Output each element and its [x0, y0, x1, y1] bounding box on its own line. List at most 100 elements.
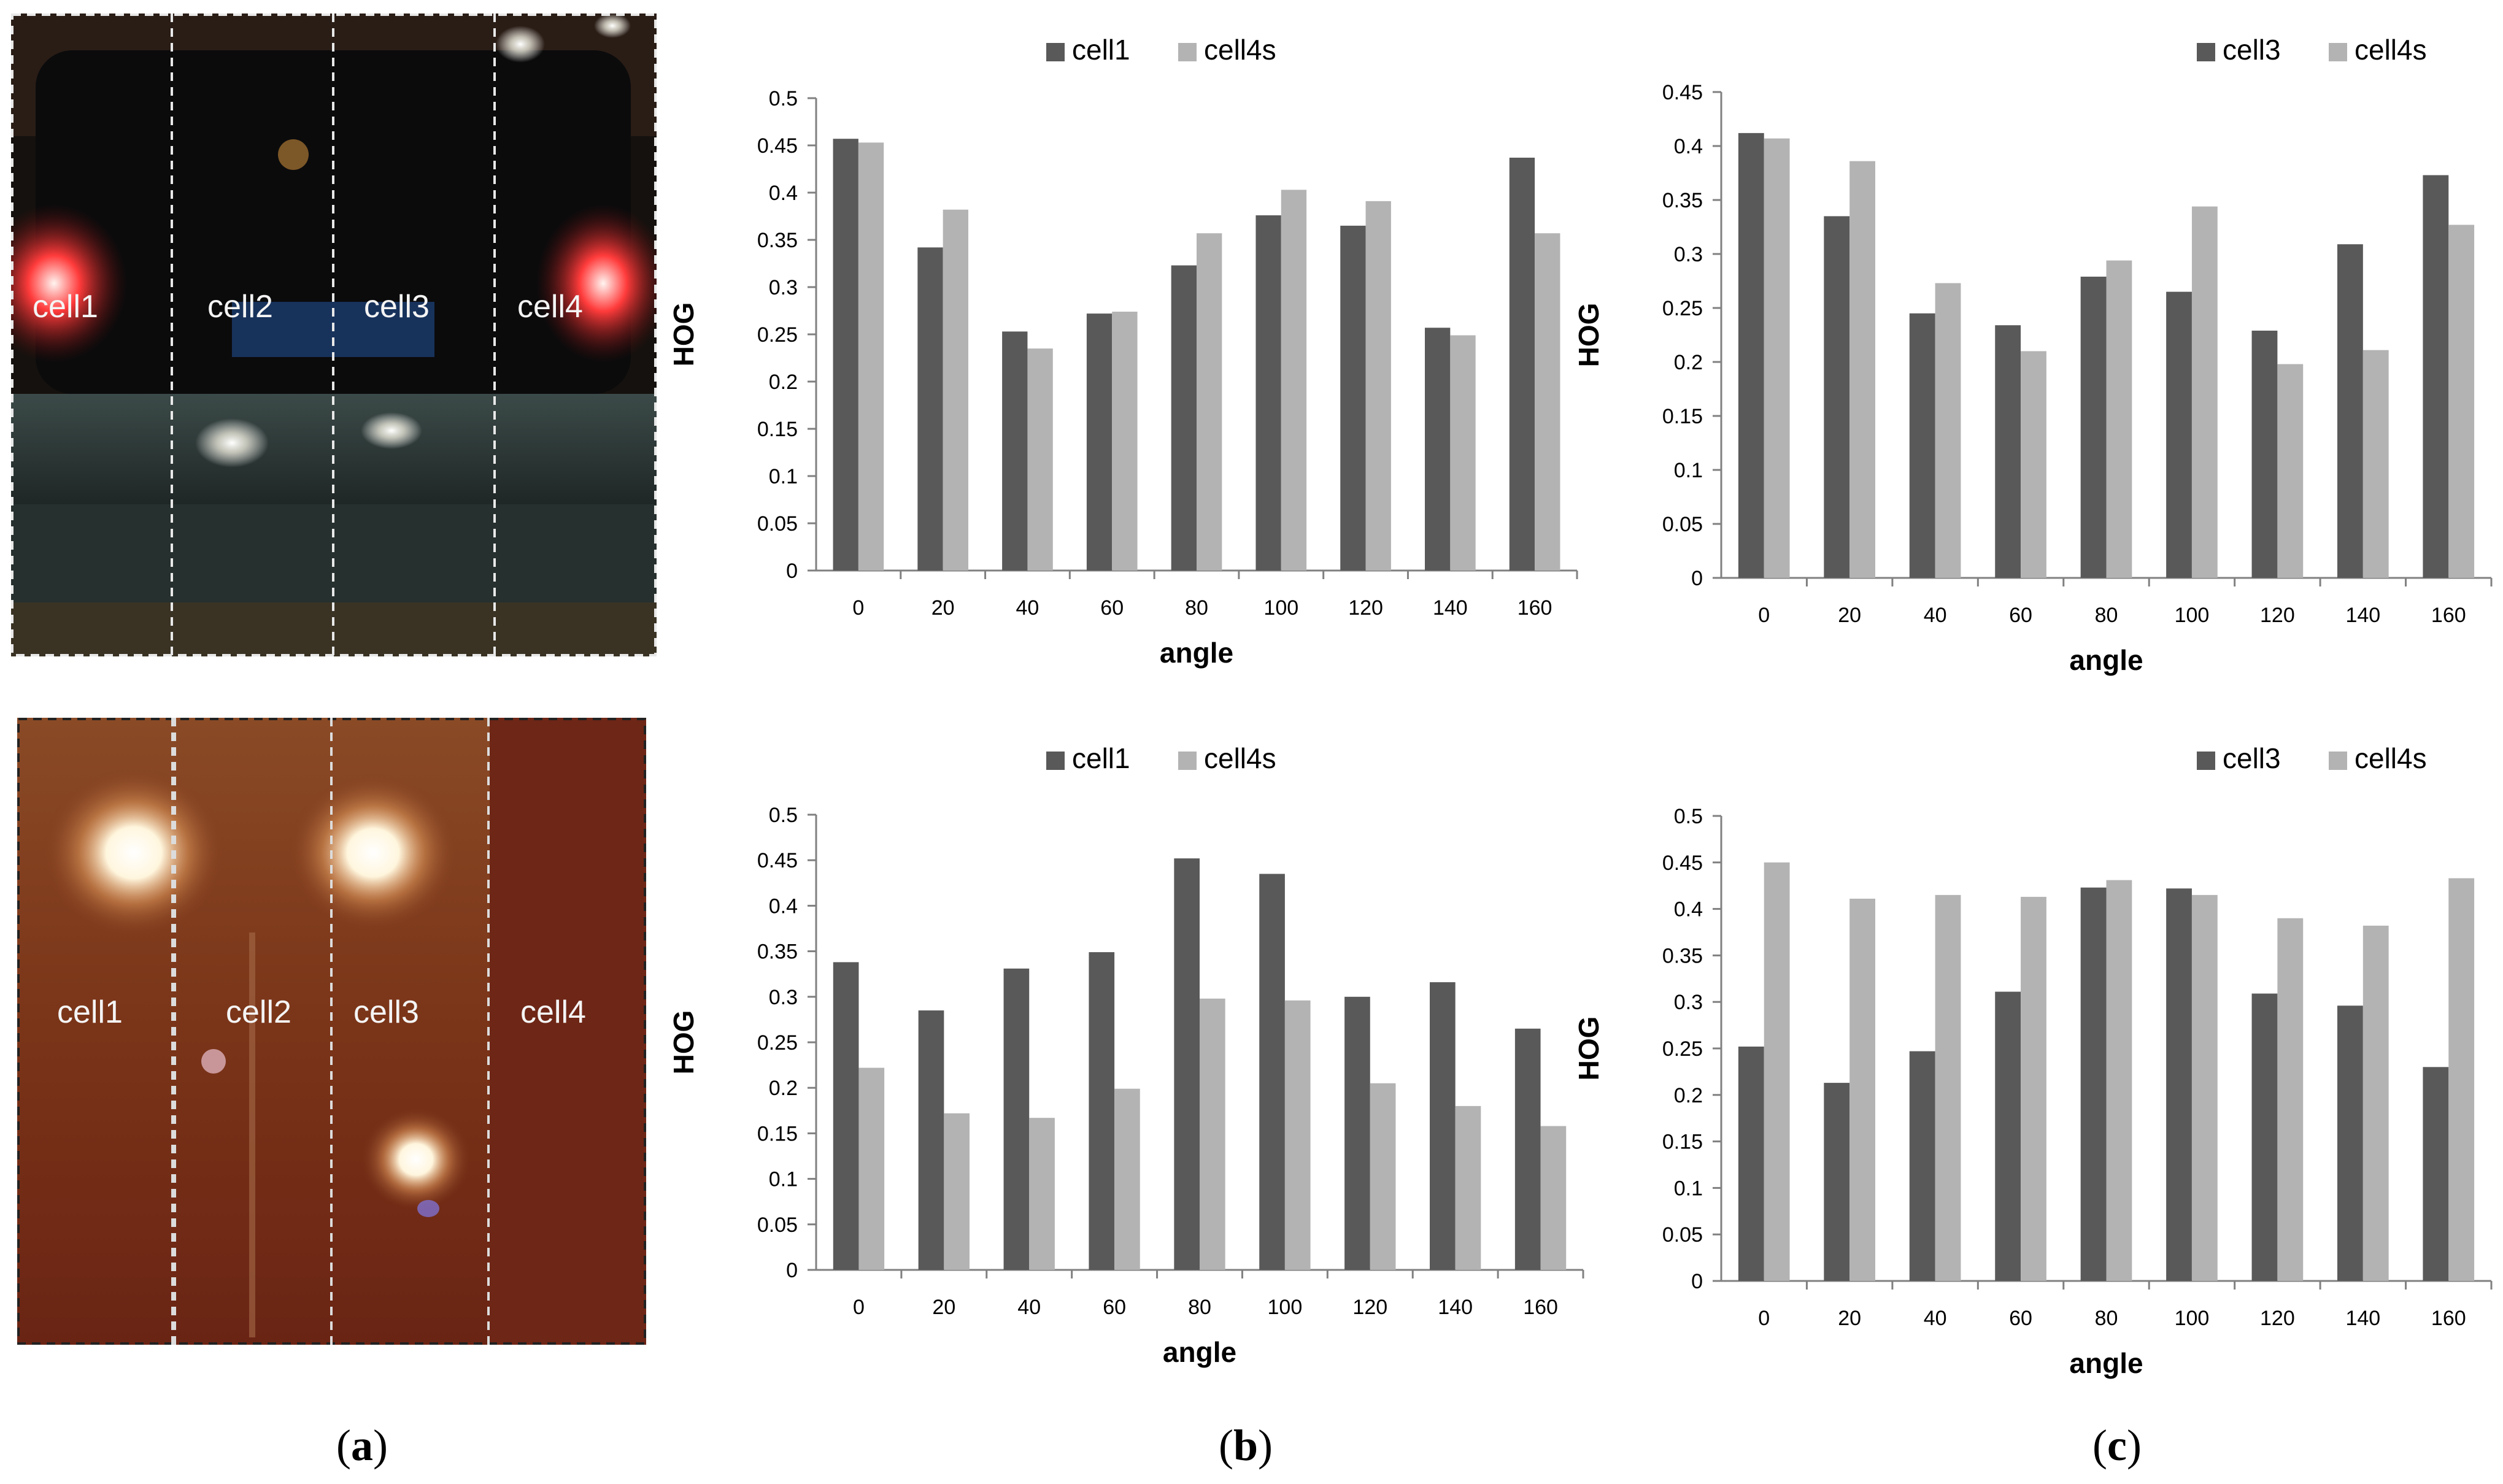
- y-tick-label: 0.3: [769, 986, 798, 1009]
- cell-label: cell2: [226, 994, 291, 1030]
- y-tick-label: 0.15: [757, 1122, 798, 1145]
- x-tick-label: 80: [2095, 1307, 2118, 1330]
- car-rear-photo: [11, 13, 657, 656]
- x-tick-label: 160: [2431, 604, 2466, 627]
- bar-cell4s-60: [2021, 896, 2046, 1281]
- legend-swatch-cell1: [1046, 43, 1065, 61]
- x-tick-label: 160: [1523, 1296, 1558, 1319]
- bar-cell4s-0: [858, 142, 884, 571]
- y-tick-label: 0.05: [757, 512, 798, 536]
- x-tick-label: 60: [2009, 604, 2032, 627]
- x-tick-label: 20: [931, 596, 955, 620]
- bar-cell3-120: [2251, 993, 2278, 1281]
- x-tick-label: 40: [1924, 604, 1947, 627]
- x-tick-label: 140: [2345, 1307, 2380, 1330]
- legend-label: cell4s: [1204, 742, 1276, 774]
- y-tick-label: 0.1: [1674, 459, 1703, 482]
- bar-cell3-100: [2166, 888, 2192, 1281]
- bar-cell4s-20: [1849, 898, 1875, 1281]
- bar-cell3-100: [2166, 291, 2192, 578]
- y-tick-label: 0.15: [1662, 1131, 1703, 1154]
- y-tick-label: 0.4: [769, 894, 798, 918]
- bar-cell3-40: [1909, 313, 1935, 578]
- legend-swatch-cell4s: [1178, 752, 1197, 770]
- bar-cell3-160: [2423, 175, 2449, 578]
- x-tick-label: 120: [1352, 1296, 1387, 1319]
- bar-cell4s-80: [2106, 880, 2132, 1281]
- bar-cell1-140: [1425, 328, 1451, 571]
- legend-label: cell4s: [2355, 742, 2427, 774]
- car-cell-labels: cell1 cell2 cell3 cell4: [11, 288, 657, 337]
- y-tick-label: 0.05: [757, 1213, 798, 1237]
- panel-label-c: (c): [2092, 1421, 2142, 1470]
- cell-label: cell4: [517, 289, 583, 325]
- bar-cell4s-160: [2448, 225, 2475, 579]
- y-tick-label: 0: [786, 1259, 798, 1282]
- y-axis-title: HOG: [1573, 1017, 1605, 1081]
- legend-label: cell3: [2223, 34, 2281, 66]
- y-tick-label: 0.25: [1662, 1037, 1703, 1061]
- y-tick-label: 0.4: [1674, 898, 1703, 921]
- legend-swatch-cell4s: [1178, 43, 1197, 61]
- y-tick-label: 0.05: [1662, 513, 1703, 536]
- bar-cell1-120: [1344, 996, 1370, 1270]
- cell-label: cell2: [207, 289, 273, 325]
- y-tick-label: 0.35: [1662, 189, 1703, 212]
- bar-cell1-0: [833, 139, 858, 571]
- chart-b-top: 0 0.05 0.1 0.15 0.2 0.25 0.3 0.35 0.4 0.45 0.5 0 20 4…: [668, 34, 1578, 669]
- bar-cell4s-140: [1455, 1105, 1481, 1270]
- bar-cell4s-140: [1450, 335, 1476, 571]
- legend-label: cell1: [1072, 34, 1130, 66]
- bar-cell4s-60: [1114, 1088, 1140, 1270]
- x-tick-label: 160: [2431, 1307, 2466, 1330]
- bar-cell3-40: [1909, 1051, 1935, 1281]
- bar-cell3-80: [2080, 276, 2107, 578]
- cell-label: cell3: [353, 994, 419, 1030]
- bar-cell3-0: [1738, 133, 1764, 578]
- bar-cell4s-160: [1540, 1126, 1567, 1270]
- x-tick-label: 20: [1838, 604, 1861, 627]
- bar-cell4s-160: [2448, 878, 2475, 1281]
- bar-cell4s-20: [1849, 161, 1875, 578]
- x-tick-label: 0: [1758, 1307, 1770, 1330]
- y-tick-label: 0.2: [769, 371, 798, 394]
- x-tick-label: 0: [853, 1296, 865, 1319]
- bar-cell4s-140: [2362, 925, 2389, 1281]
- bar-cell3-20: [1824, 1083, 1850, 1281]
- y-tick-label: 0: [786, 559, 798, 583]
- x-tick-label: 120: [1348, 596, 1383, 620]
- bar-cell1-0: [833, 962, 859, 1270]
- legend-swatch-cell3: [2197, 43, 2215, 61]
- cell-label: cell1: [57, 994, 123, 1030]
- y-axis-title: HOG: [668, 302, 700, 367]
- y-tick-label: 0.5: [769, 804, 798, 827]
- legend-label: cell4s: [1204, 34, 1276, 66]
- y-tick-label: 0.25: [757, 1031, 798, 1055]
- x-tick-label: 80: [2095, 604, 2118, 627]
- y-tick-label: 0.2: [1674, 351, 1703, 374]
- x-axis-title: angle: [1160, 637, 1233, 669]
- bar-cell3-60: [1995, 325, 2021, 578]
- legend-label: cell4s: [2355, 34, 2427, 66]
- bar-cell1-100: [1255, 215, 1281, 571]
- bar-cell1-160: [1514, 1028, 1541, 1270]
- bar-cell1-20: [917, 247, 943, 571]
- y-axis-title: HOG: [668, 1010, 700, 1075]
- y-tick-label: 0.35: [1662, 944, 1703, 967]
- cell-label: cell3: [364, 289, 430, 325]
- bar-cell1-80: [1174, 858, 1200, 1270]
- bar-cell1-100: [1259, 874, 1285, 1270]
- y-tick-label: 0.2: [769, 1077, 798, 1100]
- bar-cell4s-120: [2277, 918, 2304, 1281]
- x-tick-label: 140: [1438, 1296, 1473, 1319]
- y-tick-label: 0.45: [1662, 81, 1703, 104]
- x-tick-label: 40: [1924, 1307, 1947, 1330]
- bar-cell1-60: [1089, 952, 1115, 1270]
- bar-cell4s-60: [2021, 351, 2046, 578]
- x-tick-label: 0: [852, 596, 864, 620]
- bar-cell1-60: [1086, 313, 1113, 571]
- y-tick-label: 0.25: [1662, 297, 1703, 320]
- bar-cell4s-0: [1764, 138, 1790, 578]
- y-tick-label: 0.35: [757, 229, 798, 252]
- bar-cell3-0: [1738, 1046, 1764, 1281]
